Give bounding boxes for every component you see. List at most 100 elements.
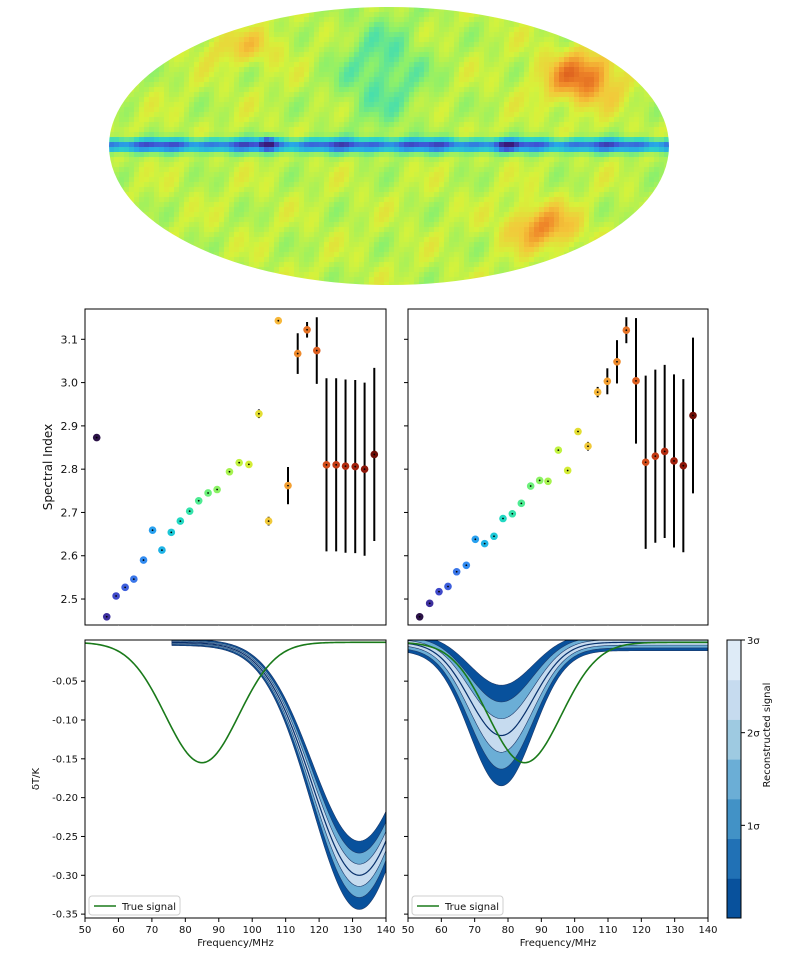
sky-pixel	[454, 177, 459, 182]
sky-pixel	[424, 237, 429, 242]
sky-pixel	[614, 102, 619, 107]
sky-pixel	[469, 252, 474, 257]
sky-pixel	[304, 257, 309, 262]
sky-pixel	[574, 182, 579, 187]
sky-pixel	[499, 222, 504, 227]
sky-pixel	[359, 22, 364, 27]
sky-pixel	[279, 137, 284, 142]
sky-pixel	[629, 102, 634, 107]
sky-pixel	[264, 127, 269, 132]
sky-pixel	[389, 57, 394, 62]
sky-pixel	[289, 67, 294, 72]
sky-pixel	[554, 117, 559, 122]
sky-pixel	[469, 172, 474, 177]
sky-pixel	[379, 142, 384, 147]
sky-pixel	[274, 67, 279, 72]
sky-pixel	[474, 27, 479, 32]
sky-pixel	[394, 182, 399, 187]
sky-pixel	[344, 127, 349, 132]
sky-pixel	[474, 242, 479, 247]
sky-pixel	[189, 232, 194, 237]
sky-pixel	[504, 187, 509, 192]
sky-pixel	[204, 167, 209, 172]
sky-pixel	[549, 77, 554, 82]
sky-pixel	[414, 7, 419, 12]
sky-pixel	[414, 202, 419, 207]
sky-pixel	[224, 182, 229, 187]
sky-pixel	[244, 77, 249, 82]
sky-pixel	[349, 162, 354, 167]
sky-pixel	[434, 82, 439, 87]
sky-pixel	[459, 87, 464, 92]
sky-pixel	[479, 42, 484, 47]
sky-pixel	[229, 127, 234, 132]
sky-pixel	[249, 262, 254, 267]
sky-pixel	[359, 252, 364, 257]
sky-pixel	[314, 207, 319, 212]
sky-pixel	[299, 202, 304, 207]
sky-pixel	[324, 102, 329, 107]
sky-pixel	[329, 262, 334, 267]
sky-pixel	[539, 252, 544, 257]
sky-pixel	[579, 52, 584, 57]
sky-pixel	[194, 197, 199, 202]
sky-pixel	[244, 172, 249, 177]
sky-pixel	[364, 107, 369, 112]
sky-pixel	[519, 222, 524, 227]
sky-pixel	[559, 107, 564, 112]
sky-pixel	[354, 152, 359, 157]
sky-pixel	[434, 172, 439, 177]
sky-pixel	[284, 152, 289, 157]
sky-pixel	[539, 127, 544, 132]
sky-pixel	[384, 97, 389, 102]
sky-pixel	[469, 162, 474, 167]
sky-pixel	[414, 27, 419, 32]
sky-pixel	[249, 257, 254, 262]
sky-pixel	[634, 207, 639, 212]
sky-pixel	[164, 227, 169, 232]
sky-pixel	[449, 152, 454, 157]
sky-pixel	[664, 152, 669, 157]
sky-pixel	[659, 112, 664, 117]
sky-pixel	[344, 187, 349, 192]
sky-pixel	[459, 212, 464, 217]
sky-pixel	[174, 122, 179, 127]
sky-pixel	[389, 52, 394, 57]
sky-pixel	[139, 112, 144, 117]
sky-pixel	[239, 177, 244, 182]
sky-pixel	[554, 72, 559, 77]
sky-pixel	[349, 187, 354, 192]
sky-pixel	[394, 212, 399, 217]
sky-pixel	[144, 197, 149, 202]
sky-pixel	[399, 112, 404, 117]
sky-pixel	[444, 172, 449, 177]
sky-pixel	[259, 242, 264, 247]
sky-pixel	[149, 202, 154, 207]
sky-pixel	[429, 247, 434, 252]
sky-pixel	[349, 47, 354, 52]
sky-pixel	[589, 212, 594, 217]
sky-pixel	[209, 237, 214, 242]
sky-pixel	[464, 142, 469, 147]
sky-pixel	[129, 197, 134, 202]
sky-pixel	[649, 132, 654, 137]
sky-pixel	[214, 112, 219, 117]
sky-pixel	[159, 162, 164, 167]
sky-pixel	[299, 127, 304, 132]
sky-pixel	[514, 132, 519, 137]
sky-pixel	[489, 112, 494, 117]
sky-pixel	[514, 52, 519, 57]
sky-pixel	[119, 127, 124, 132]
sky-pixel	[509, 17, 514, 22]
sky-pixel	[219, 32, 224, 37]
sky-pixel	[289, 122, 294, 127]
sky-pixel	[574, 112, 579, 117]
sky-pixel	[354, 27, 359, 32]
sky-pixel	[239, 127, 244, 132]
sky-pixel	[179, 207, 184, 212]
sky-pixel	[579, 107, 584, 112]
sky-pixel	[274, 237, 279, 242]
sky-pixel	[504, 22, 509, 27]
sky-pixel	[269, 147, 274, 152]
sky-pixel	[614, 197, 619, 202]
